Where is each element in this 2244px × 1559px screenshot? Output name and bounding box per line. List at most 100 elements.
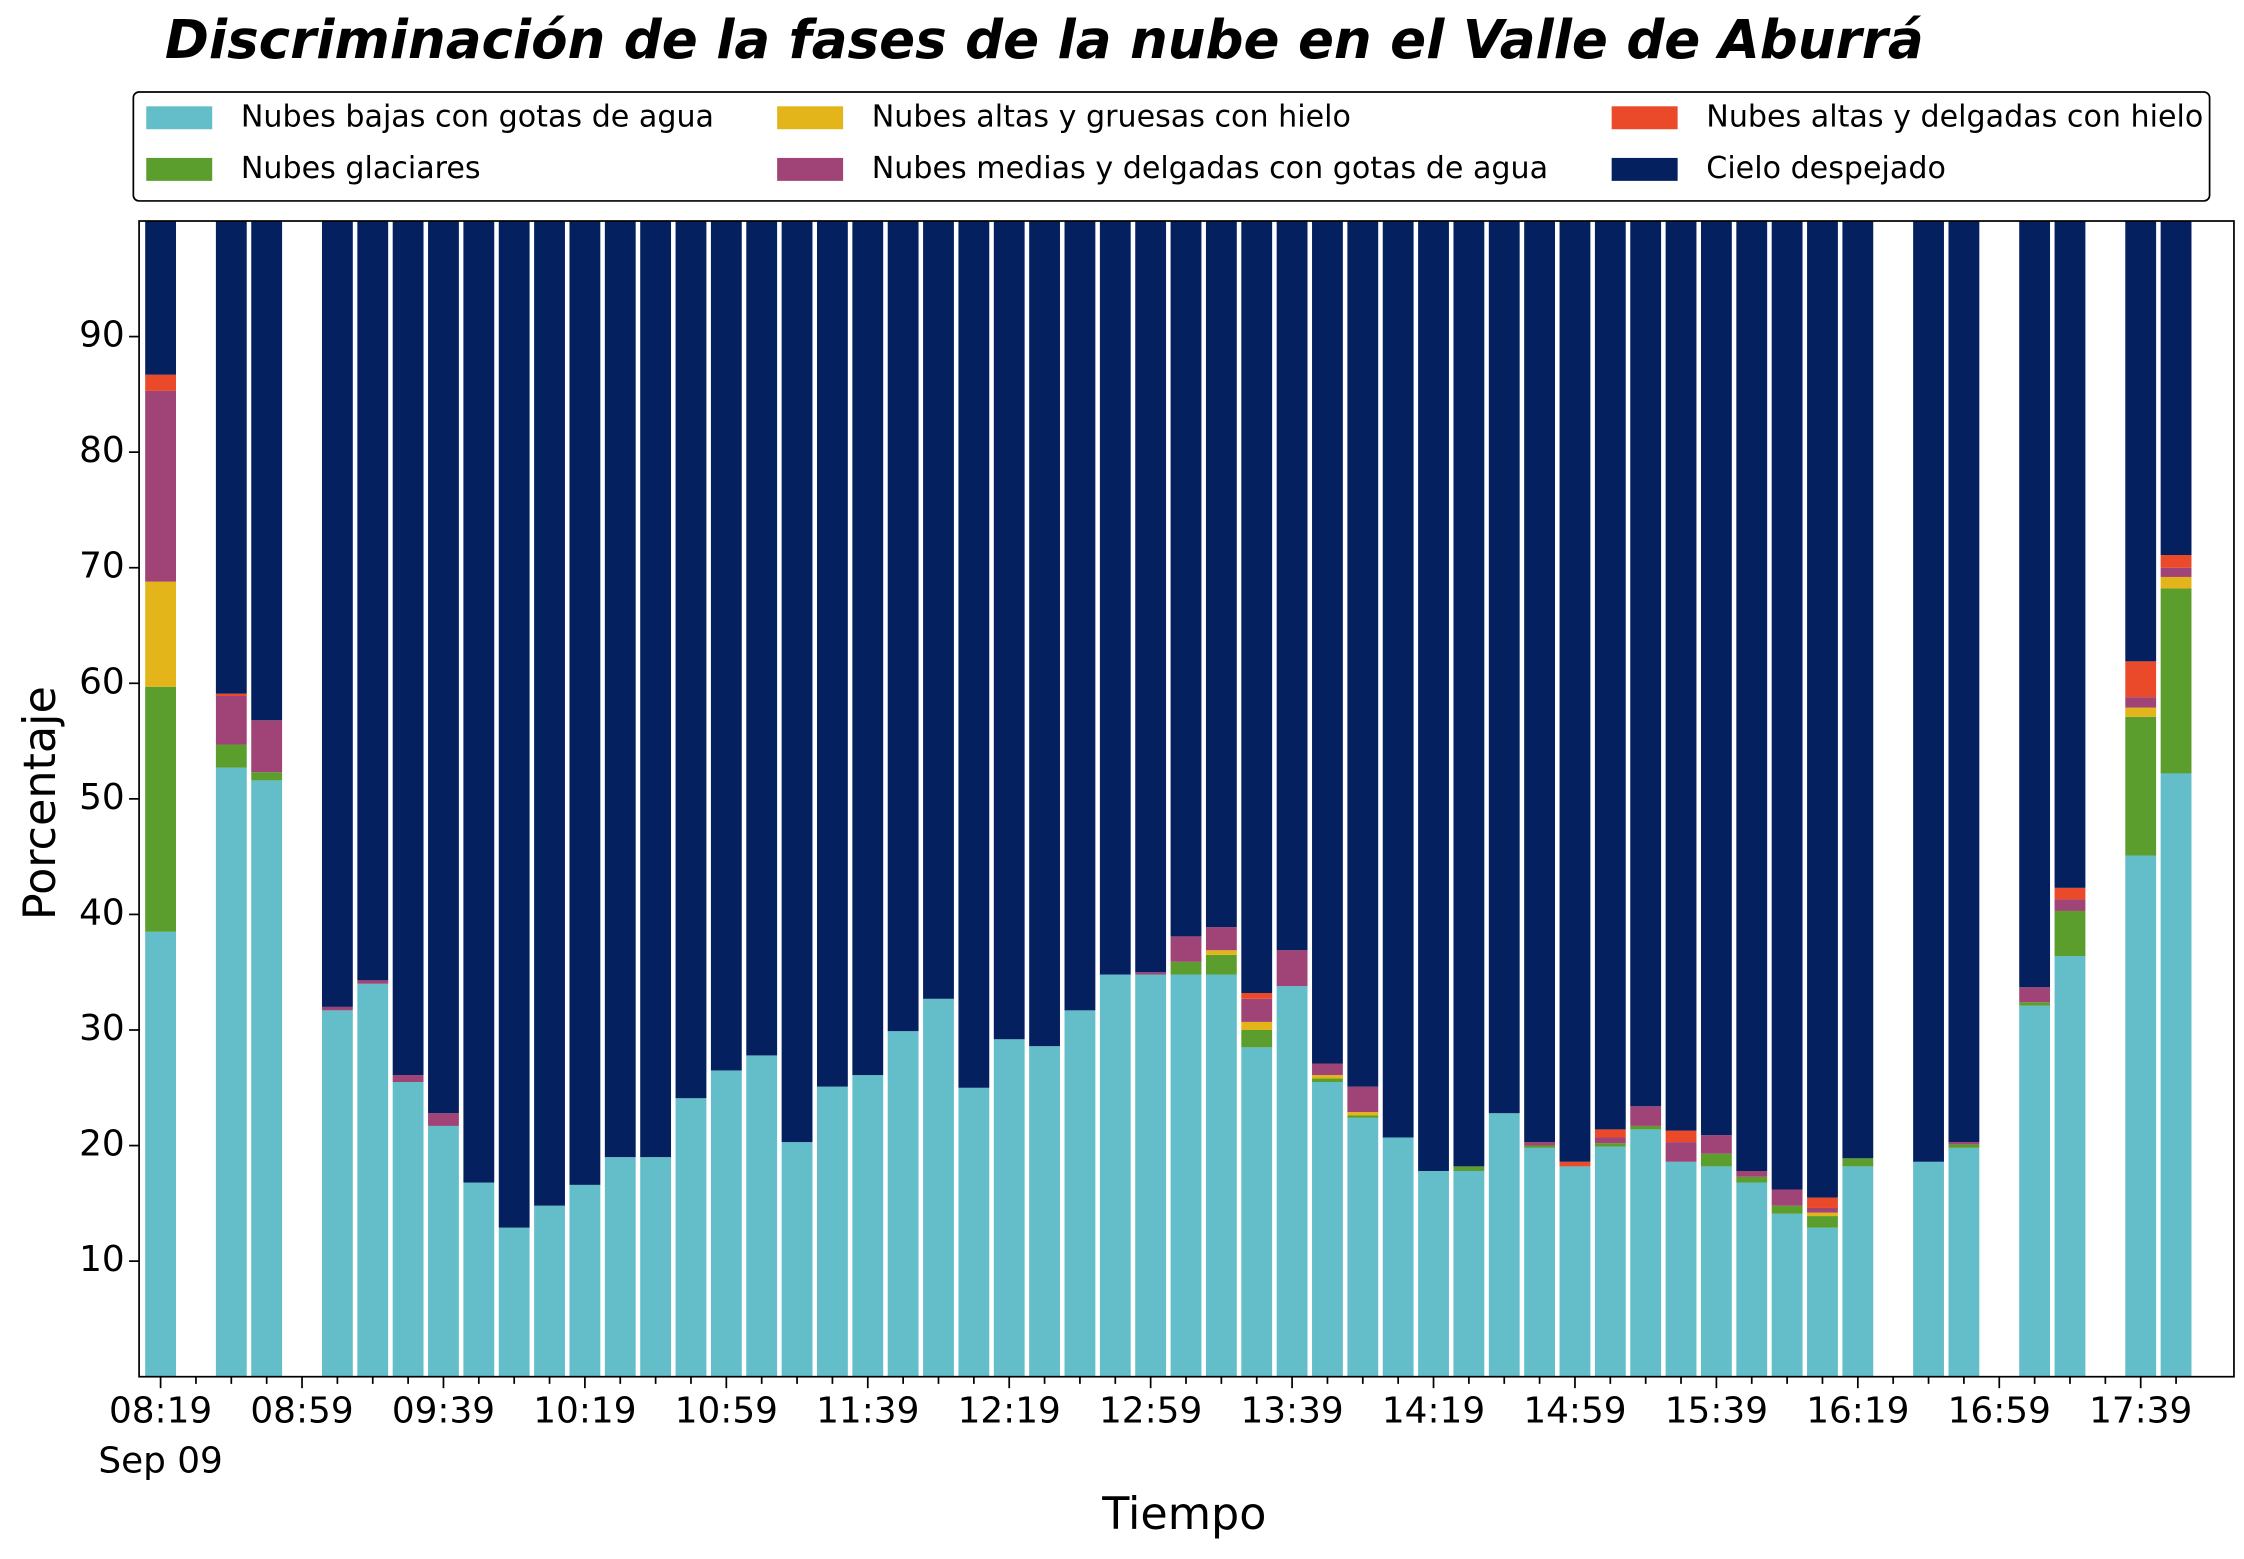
bar-segment [817,221,848,1087]
bar-segment [1736,1176,1768,1183]
bar-segment [2054,221,2086,888]
bar-segment [251,221,283,721]
bar-segment [710,221,742,1071]
legend-swatch [1611,157,1678,181]
bar-segment [357,221,389,981]
bar-segment [2125,661,2157,698]
bar-segment [1488,1113,1520,1377]
bar-segment [1630,1106,1662,1126]
bar-segment [1771,1189,1803,1206]
x-tick-label: 11:39 [816,1391,919,1432]
bar-segment [1488,221,1520,1114]
bar-segment [1559,1166,1591,1377]
bar-segment [1029,221,1060,1047]
bar-segment [145,686,177,932]
bar-segment [1099,221,1131,975]
bar-segment [604,1157,636,1377]
x-tick-label: 17:39 [2089,1391,2192,1432]
bar-segment [1665,221,1697,1131]
bar-segment [746,221,778,1056]
bar-segment [251,780,283,1377]
bar-segment [1205,954,1237,975]
bar-segment [1630,1129,1662,1377]
bar-segment [2054,910,2086,957]
bar-segment [1807,1197,1838,1208]
bar-segment [2019,987,2051,1003]
bar-segment [145,390,177,582]
x-tick-label: 16:19 [1806,1391,1909,1432]
legend-label: Cielo despejado [1706,151,1946,186]
bar-segment [1382,221,1414,1138]
bar-segment [1347,1112,1379,1116]
bar-segment [1135,221,1167,973]
bar-segment [1312,1075,1343,1079]
bar-segment [1630,221,1662,1107]
bar-segment [215,767,247,1377]
x-tick-label: 14:19 [1382,1391,1485,1432]
bar-segment [1524,1145,1556,1148]
bar-segment [1913,221,1944,1162]
y-tick-label: 60 [79,661,125,702]
bar-segment [923,221,954,999]
bar-segment [781,221,813,1143]
bar-segment [1241,993,1273,999]
bar-segment [993,221,1025,1040]
bar-segment [1453,1166,1485,1171]
bar-segment [604,221,636,1158]
bar-segment [1700,221,1732,1136]
bar-segment [1029,1046,1060,1377]
bar-segment [1099,974,1131,1377]
bar-segment [923,998,954,1377]
bar-segment [463,1182,495,1377]
bar-segment [1170,221,1202,937]
bar-segment [1594,1129,1626,1138]
bar-segment [1913,1161,1944,1377]
legend-swatch [146,157,213,181]
bar-segment [2160,567,2192,577]
bar-segment [1276,221,1308,951]
bar-segment [251,720,283,773]
bar-segment [215,744,247,768]
bar-segment [392,221,424,1076]
bar-segment [534,1205,565,1377]
bar-segment [1736,1170,1768,1177]
bar-segment [640,221,672,1158]
chart-title: Discriminación de la fases de la nube en… [165,9,1924,71]
bar-segment [1382,1137,1414,1377]
bar-segment [1665,1161,1697,1377]
bar-segment [1771,1205,1803,1214]
legend-label: Nubes glaciares [241,151,481,186]
bar-segment [428,1125,459,1377]
legend-swatch [1611,106,1678,130]
bar-segment [1205,221,1237,928]
bar-segment [852,221,884,1076]
bar-segment [498,1227,530,1377]
bar-segment [569,1184,601,1377]
bar-segment [357,980,389,984]
bar-segment [1559,1161,1591,1167]
bar-segment [1594,1137,1626,1144]
bar-segment [1135,972,1167,975]
bar-segment [1771,221,1803,1190]
bar-segment [2160,576,2192,589]
bar-segment [1347,1086,1379,1113]
bar-segment [675,221,707,1099]
legend-label: Nubes medias y delgadas con gotas de agu… [872,151,1548,186]
bar-segment [781,1142,813,1377]
bar-segment [392,1075,424,1083]
bar-segment [1594,1143,1626,1147]
bar-segment [145,581,177,687]
bar-segment [145,374,177,391]
bar-segment [1135,974,1167,1377]
x-tick-label: 13:39 [1240,1391,1343,1432]
legend-box [132,91,2211,202]
bar-segment [1418,221,1449,1171]
bar-segment [2160,555,2192,568]
bar-segment [321,221,353,1007]
bar-segment [993,1039,1025,1377]
bar-segment [2125,221,2157,662]
bar-segment [1771,1213,1803,1377]
bar-segment [1241,221,1273,994]
bar-segment [1241,998,1273,1022]
